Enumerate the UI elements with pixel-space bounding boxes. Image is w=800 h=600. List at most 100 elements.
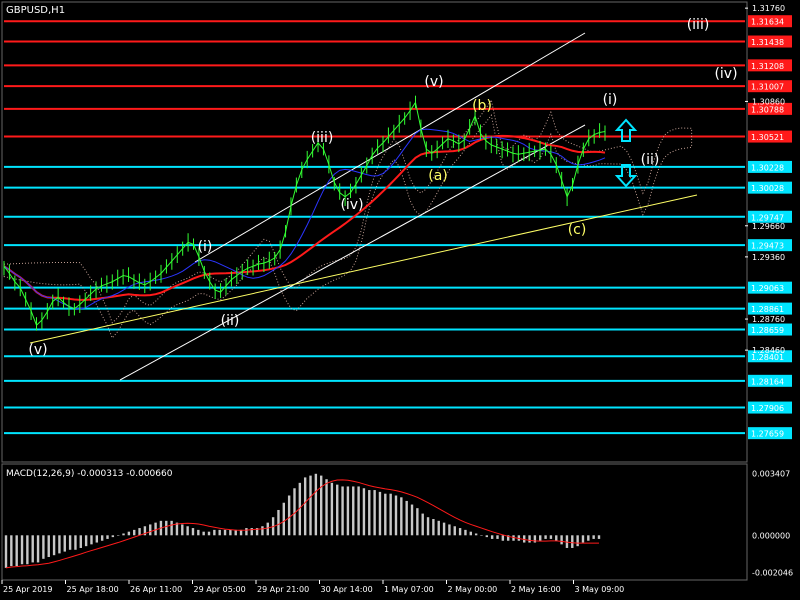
macd-bar-81 xyxy=(437,520,440,536)
up-arrow-icon xyxy=(614,118,638,142)
macd-bar-97 xyxy=(523,535,526,543)
macd-bar-32 xyxy=(175,522,179,536)
macd-bar-63 xyxy=(341,486,344,536)
macd-bar-57 xyxy=(309,475,312,536)
macd-bar-46 xyxy=(250,528,253,536)
macd-bar-72 xyxy=(389,493,392,536)
wave-label-9: (ii) xyxy=(641,152,660,168)
wave-label-5: (v) xyxy=(424,74,443,90)
symbol-label: GBPUSD,H1 xyxy=(6,5,65,16)
macd-bar-2 xyxy=(15,535,18,567)
resistance-level-1-value: 1.31438 xyxy=(751,38,784,47)
macd-bar-56 xyxy=(303,477,307,536)
moving-averages xyxy=(3,128,606,310)
price-candles xyxy=(3,95,606,331)
ma-blue-line xyxy=(3,128,606,310)
macd-bar-71 xyxy=(384,493,387,536)
time-tick-label-1: 25 Apr 18:00 xyxy=(67,585,119,594)
support-level-6-tag xyxy=(748,323,792,336)
macd-bar-24 xyxy=(133,529,136,536)
macd-bar-27 xyxy=(149,524,152,536)
macd-bar-49 xyxy=(266,522,269,536)
macd-bar-98 xyxy=(528,535,531,543)
trend-lines xyxy=(29,32,698,381)
macd-bar-94 xyxy=(506,535,510,541)
level-lines: 1.31634 1.31438 1.31208 1.31007 1.30788 1.305… xyxy=(4,15,792,440)
price-line xyxy=(3,101,606,327)
macd-bar-60 xyxy=(325,479,328,536)
macd-signal-line xyxy=(5,479,599,569)
price-axis: 1.31760 1.30860 1.29660 1.29360 1.28760 1.284… xyxy=(745,4,785,355)
macd-bar-12 xyxy=(68,535,72,550)
macd-bar-1 xyxy=(10,535,13,567)
macd-bar-52 xyxy=(282,502,286,536)
wave-label-11: (iii) xyxy=(687,17,710,33)
macd-bar-48 xyxy=(261,526,264,536)
support-level-7-value: 1.28401 xyxy=(751,353,784,362)
macd-bar-111 xyxy=(597,535,601,539)
support-level-2-value: 1.29747 xyxy=(751,213,784,222)
support-level-2-tag xyxy=(748,210,792,223)
resistance-level-0-tag xyxy=(748,15,792,28)
macd-bar-84 xyxy=(453,526,456,536)
macd-bar-21 xyxy=(116,535,120,536)
macd-bar-90 xyxy=(485,535,489,538)
wave-label-4: (iv) xyxy=(340,197,363,213)
macd-bar-51 xyxy=(277,509,280,536)
macd-bar-66 xyxy=(357,486,360,536)
macd-bar-62 xyxy=(336,484,339,536)
time-tick-label-4: 29 Apr 21:00 xyxy=(257,585,309,594)
macd-bar-80 xyxy=(432,519,435,536)
macd-bar-106 xyxy=(571,535,574,548)
macd-bar-108 xyxy=(581,535,585,543)
macd-bar-88 xyxy=(474,533,478,536)
macd-bar-47 xyxy=(255,528,259,536)
macd-bar-4 xyxy=(26,535,29,565)
macd-bar-65 xyxy=(352,486,355,536)
macd-tick-label-2: -0.002046 xyxy=(752,568,793,577)
support-level-10-value: 1.27659 xyxy=(751,430,784,439)
macd-bar-13 xyxy=(74,535,77,550)
macd-bar-67 xyxy=(362,488,366,536)
support-level-5-tag xyxy=(748,302,792,315)
macd-bar-3 xyxy=(20,535,24,565)
macd-bar-14 xyxy=(79,535,82,548)
macd-bar-6 xyxy=(36,535,40,563)
price-tick-label-2: 1.29660 xyxy=(752,222,785,231)
macd-bar-33 xyxy=(181,524,184,536)
support-level-8-tag xyxy=(748,374,792,387)
macd-bar-79 xyxy=(426,517,430,536)
wave-label-0: (v) xyxy=(28,342,47,358)
resistance-level-5-tag xyxy=(748,130,792,143)
macd-bar-10 xyxy=(58,535,61,554)
macd-bar-53 xyxy=(287,495,291,536)
support-level-4-value: 1.29063 xyxy=(751,284,784,293)
resistance-level-3-tag xyxy=(748,80,792,93)
macd-bar-28 xyxy=(154,522,157,536)
resistance-level-4-tag xyxy=(748,102,792,115)
macd-bar-11 xyxy=(63,535,66,552)
macd-bar-59 xyxy=(319,475,323,536)
macd-bar-20 xyxy=(111,535,115,538)
support-trendline xyxy=(29,194,698,344)
macd-bar-31 xyxy=(170,520,173,536)
wave-label-8: (c) xyxy=(568,222,587,238)
macd-bar-22 xyxy=(122,533,125,536)
macd-bar-100 xyxy=(539,535,542,541)
macd-bar-109 xyxy=(587,535,590,541)
resistance-level-2-tag xyxy=(748,59,792,72)
price-tick-label-0: 1.31760 xyxy=(752,4,785,13)
wave-label-6: (a) xyxy=(428,168,448,184)
time-tick-label-0: 25 Apr 2019 xyxy=(3,585,52,594)
wave-label-10: (i) xyxy=(603,92,618,108)
macd-bar-35 xyxy=(191,528,195,536)
macd-bar-26 xyxy=(143,526,147,536)
resistance-level-3-value: 1.31007 xyxy=(751,83,784,92)
macd-bar-78 xyxy=(421,513,424,536)
macd-bar-16 xyxy=(90,535,93,545)
time-tick-label-7: 2 May 00:00 xyxy=(448,585,498,594)
macd-pane-frame xyxy=(1,463,748,581)
support-level-0-value: 1.30228 xyxy=(751,163,784,172)
channel-lower-line xyxy=(119,124,586,381)
